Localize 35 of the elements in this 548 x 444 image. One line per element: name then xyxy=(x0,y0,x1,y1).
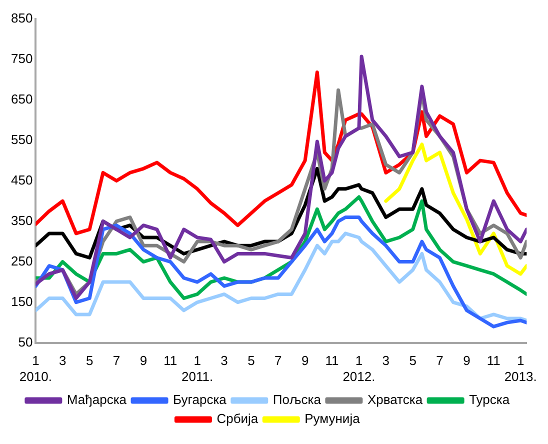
legend-label: Турска xyxy=(469,392,510,408)
x-tick-label: 9 xyxy=(463,353,470,368)
x-tick-label: 9 xyxy=(140,353,148,368)
x-tick-label: 11 xyxy=(164,353,178,368)
x-tick-label: 5 xyxy=(409,353,416,368)
x-tick-label: 3 xyxy=(382,353,390,368)
legend-label: Бугарска xyxy=(173,392,228,408)
legend-label: Пољска xyxy=(272,392,322,408)
x-tick-label: 1 2012. xyxy=(342,353,376,384)
x-tick-label: 1 2013. xyxy=(504,353,537,384)
x-tick-label: 1 2010. xyxy=(19,353,52,384)
x-tick-label: 7 xyxy=(112,353,120,368)
y-tick-label: 150 xyxy=(10,294,33,309)
x-tick-label: 3 xyxy=(59,353,66,368)
y-tick-label: 650 xyxy=(10,91,33,106)
x-tick-label: 11 xyxy=(325,353,339,368)
y-tick-label: 250 xyxy=(10,253,33,268)
x-tick-label: 1 2011. xyxy=(182,353,214,384)
x-tick-label: 3 xyxy=(220,353,228,368)
y-tick-label: 450 xyxy=(10,172,33,188)
legend-label: Румунија xyxy=(304,411,361,426)
x-tick-label: 5 xyxy=(248,353,255,368)
legend-label: Хрватска xyxy=(367,392,424,408)
y-tick-label: 350 xyxy=(10,212,33,228)
legend-label: Србија xyxy=(216,411,259,426)
legend-label: Мађарска xyxy=(66,392,128,408)
x-tick-label: 11 xyxy=(486,353,500,368)
y-tick-label: 850 xyxy=(10,10,33,26)
y-tick-label: 50 xyxy=(18,334,33,350)
y-tick-label: 550 xyxy=(10,132,33,147)
x-tick-label: 7 xyxy=(274,353,282,368)
x-tick-label: 9 xyxy=(301,353,309,368)
y-tick-label: 750 xyxy=(10,50,33,66)
x-tick-label: 5 xyxy=(86,353,94,368)
x-tick-label: 7 xyxy=(436,353,444,368)
